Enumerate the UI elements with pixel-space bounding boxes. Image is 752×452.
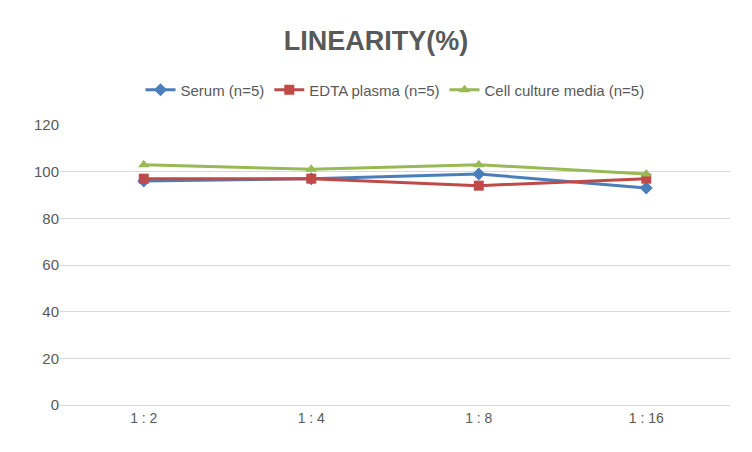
svg-text:80: 80 [42, 210, 59, 227]
svg-text:40: 40 [42, 303, 59, 320]
svg-text:1 : 2: 1 : 2 [130, 410, 157, 426]
svg-text:Serum (n=5): Serum (n=5) [181, 82, 265, 99]
svg-text:60: 60 [42, 256, 59, 273]
svg-text:EDTA plasma (n=5): EDTA plasma (n=5) [309, 82, 439, 99]
svg-text:100: 100 [34, 163, 59, 180]
svg-text:1 : 8: 1 : 8 [465, 410, 492, 426]
svg-text:Cell culture media (n=5): Cell culture media (n=5) [485, 82, 645, 99]
svg-text:0: 0 [51, 396, 59, 413]
svg-text:1 : 4: 1 : 4 [298, 410, 325, 426]
svg-text:LINEARITY(%): LINEARITY(%) [284, 26, 469, 56]
svg-text:20: 20 [42, 350, 59, 367]
svg-text:1 : 16: 1 : 16 [629, 410, 664, 426]
svg-text:120: 120 [34, 116, 59, 133]
